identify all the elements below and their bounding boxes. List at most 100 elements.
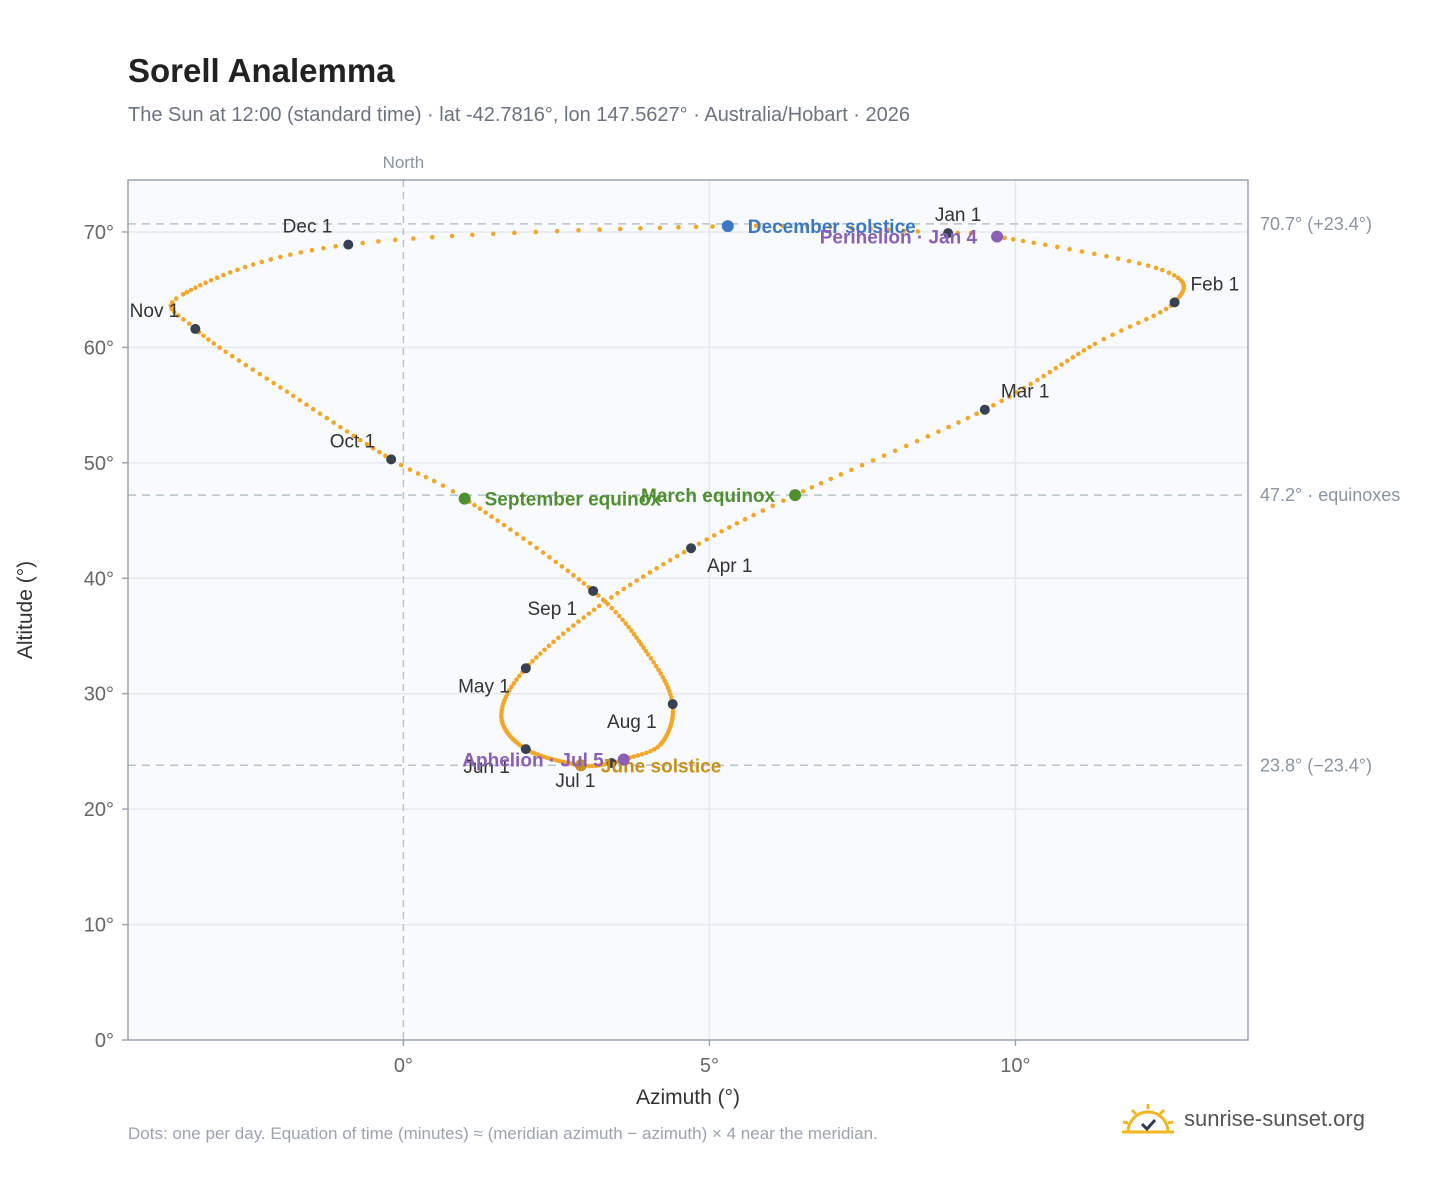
daily-sun-dot: [667, 557, 673, 563]
daily-sun-dot: [1042, 242, 1048, 248]
daily-sun-dot: [236, 358, 242, 363]
y-tick-label: 20°: [84, 799, 114, 821]
daily-sun-dot: [360, 240, 365, 246]
daily-sun-dot: [936, 429, 941, 434]
daily-sun-dot: [271, 380, 276, 386]
month-marker: [588, 585, 599, 596]
daily-sun-dot: [586, 763, 592, 769]
daily-sun-dot: [859, 462, 865, 468]
month-markers: Jan 1 Feb 1 Mar 1 Apr 1 May 1 Jun 1 Jul 1 Aug 1…: [130, 205, 1239, 792]
daily-sun-dot: [1079, 249, 1085, 254]
daily-sun-dot: [925, 434, 931, 439]
daily-sun-dot: [955, 230, 961, 236]
event-marker: [991, 230, 1004, 243]
daily-sun-dot: [201, 333, 206, 339]
daily-sun-dot: [914, 438, 920, 444]
daily-sun-dot: [956, 420, 961, 425]
daily-sun-dot: [309, 247, 315, 253]
event-label: Aphelion · Jul 5: [462, 750, 604, 771]
daily-sun-dot: [449, 233, 455, 239]
daily-sun-dot: [229, 353, 235, 359]
daily-sun-dot: [509, 684, 514, 690]
x-axis-label: Azimuth (°): [636, 1086, 740, 1109]
month-marker-label: Sep 1: [527, 599, 577, 620]
brand-logo[interactable]: sunrise-sunset.org: [1120, 1102, 1365, 1136]
month-marker: [943, 228, 954, 239]
daily-sun-dot: [203, 280, 208, 286]
daily-sun-dot: [590, 763, 595, 769]
daily-sun-dot: [483, 510, 488, 515]
daily-sun-dot: [1081, 348, 1087, 353]
sun-check-icon: [1122, 1104, 1174, 1134]
month-marker: [343, 239, 354, 250]
daily-sun-dot: [511, 681, 517, 686]
event-label: September equinox: [485, 490, 662, 511]
event-label: Perihelion · Jan 4: [820, 228, 978, 249]
daily-sun-dot: [818, 480, 824, 486]
daily-sun-dot: [674, 553, 680, 559]
daily-sun-dot: [651, 660, 656, 665]
daily-sun-dot: [664, 681, 669, 687]
daily-sun-dot: [304, 402, 309, 407]
y-tick-label: 70°: [84, 222, 114, 244]
daily-sun-dot: [946, 424, 951, 430]
month-marker: [686, 543, 697, 554]
daily-sun-dot: [250, 262, 256, 267]
daily-sun-dot: [560, 631, 566, 637]
month-marker: [979, 404, 990, 415]
daily-sun-dot: [1171, 273, 1177, 278]
daily-sun-dot: [676, 225, 681, 230]
daily-sun-dot: [661, 561, 666, 567]
daily-sun-dot: [901, 228, 907, 233]
daily-sun-dot: [596, 593, 601, 598]
daily-sun-dot: [1136, 261, 1142, 266]
daily-sun-dot: [710, 224, 715, 229]
daily-sun-dot: [297, 397, 303, 403]
daily-sun-dot: [1119, 328, 1124, 333]
daily-sun-dot: [514, 677, 519, 682]
daily-sun-dot: [621, 586, 627, 592]
daily-sun-dot: [751, 512, 756, 518]
month-marker-label: Dec 1: [283, 217, 333, 238]
daily-sun-dot: [186, 321, 192, 327]
daily-sun-dot: [648, 748, 653, 754]
plot-background: [128, 180, 1248, 1040]
daily-sun-dot: [324, 415, 330, 421]
axis-ticks: 0° 10° 20° 30° 40° 50° 60° 70° 0° 5° 10°: [84, 222, 1031, 1077]
daily-sun-dot: [662, 678, 667, 684]
event-marker: [574, 759, 587, 772]
chart-footnote: Dots: one per day. Equation of time (min…: [128, 1124, 878, 1143]
month-marker: [520, 663, 531, 674]
daily-sun-dot: [472, 502, 477, 508]
daily-sun-dot: [429, 234, 435, 240]
daily-sun-dot: [288, 252, 293, 257]
daily-sun-dot: [627, 582, 633, 588]
daily-sun-dot: [521, 536, 526, 541]
daily-sun-dot: [999, 398, 1004, 404]
daily-sun-dot: [1067, 246, 1072, 252]
daily-sun-dot: [540, 550, 546, 555]
daily-sun-dot: [553, 559, 559, 565]
daily-sun-dot: [1020, 238, 1026, 244]
daily-sun-dot: [514, 531, 520, 537]
daily-sun-dot: [804, 223, 810, 229]
x-tick-label: 0°: [394, 1055, 413, 1077]
daily-sun-dot: [571, 623, 576, 628]
daily-sun-dot: [242, 264, 248, 270]
daily-sun-dot: [214, 275, 220, 280]
daily-sun-dot: [358, 437, 363, 443]
daily-sun-dot: [415, 471, 421, 476]
daily-sun-dot: [223, 349, 229, 355]
daily-sun-dot: [171, 309, 177, 315]
daily-sun-dot: [571, 572, 576, 578]
daily-sun-dot: [559, 564, 565, 569]
daily-sun-dot: [507, 688, 512, 693]
daily-sun-dot: [1136, 320, 1141, 326]
daily-sun-dot: [208, 277, 214, 283]
month-marker-label: Apr 1: [707, 556, 752, 577]
daily-sun-dot: [704, 537, 710, 542]
reference-lines: North 70.7° (+23.4°) 47.2° · equinoxes 23.8…: [128, 153, 1400, 1040]
plot-frame: [127, 179, 1249, 1041]
daily-sun-dot: [653, 663, 659, 669]
